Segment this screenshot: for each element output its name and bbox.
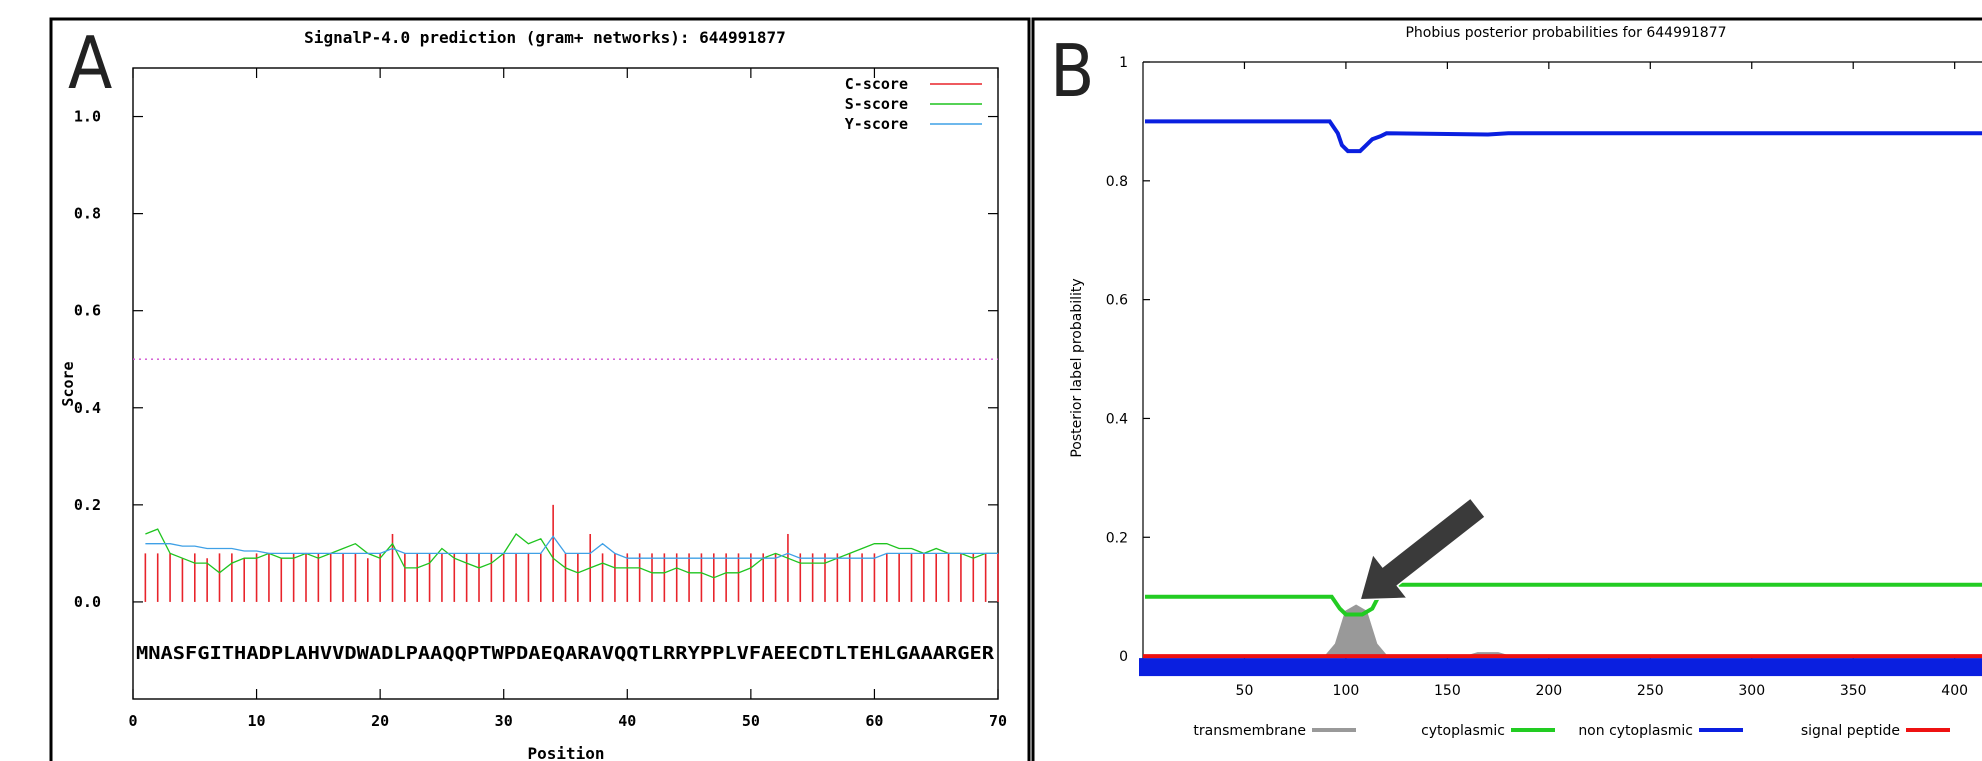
chart-a-sequence: MNASFGITHADPLAHVVDWADLPAAQQPTWPDAEQARAVQ… xyxy=(136,644,995,664)
chart-a-y-tick-label: 0.8 xyxy=(74,205,101,223)
chart-a-x-tick-label: 60 xyxy=(865,712,883,730)
panel-a-frame xyxy=(49,17,1031,761)
chart-b-y-tick-label: 0.6 xyxy=(1106,293,1128,309)
chart-b-transmembrane-area xyxy=(1323,604,1509,658)
chart-a-x-tick-label: 20 xyxy=(371,712,389,730)
chart-a-s-score-line xyxy=(145,528,998,579)
chart-b-x-tick-label: 300 xyxy=(1738,683,1765,699)
chart-b-title: Phobius posterior probabilities for 6449… xyxy=(1405,25,1726,41)
chart-a-x-tick-label: 30 xyxy=(495,712,513,730)
chart-b-y-tick-label: 0 xyxy=(1119,649,1128,665)
chart-b-legend-label: signal peptide xyxy=(1801,723,1900,739)
chart-a-x-tick-label: 40 xyxy=(618,712,636,730)
panel-a: A SignalP-4.0 prediction (gram+ networks… xyxy=(49,17,1031,761)
chart-a-title: SignalP-4.0 prediction (gram+ networks):… xyxy=(304,28,786,47)
chart-a-y-tick-label: 0.6 xyxy=(74,302,101,320)
chart-b-x-tick-label: 150 xyxy=(1434,683,1461,699)
chart-a-y-tick-label: 0.4 xyxy=(74,399,101,417)
chart-b-legend: transmembrane cytoplasmic non cytoplasmic s… xyxy=(1193,723,1950,739)
chart-b-y-tick-label: 0.8 xyxy=(1106,174,1128,190)
chart-a-x-axis: 0 10 20 30 40 50 60 70 xyxy=(128,68,1007,730)
chart-a-x-tick-label: 70 xyxy=(989,712,1007,730)
chart-b-x-tick-label: 350 xyxy=(1840,683,1867,699)
chart-b-y-label: Posterior label probability xyxy=(1069,278,1085,457)
chart-b-arrow-annotation xyxy=(1359,497,1487,601)
chart-a-x-tick-label: 50 xyxy=(742,712,760,730)
chart-a-y-label: Score xyxy=(59,361,77,406)
panel-b: B Phobius posterior probabilities for 64… xyxy=(1031,17,1982,761)
chart-b-x-tick-label: 250 xyxy=(1637,683,1664,699)
panel-b-frame xyxy=(1031,17,1982,761)
chart-b-x-tick-label: 100 xyxy=(1333,683,1360,699)
chart-a-y-score-line xyxy=(145,535,998,559)
chart-a-y-tick-label: 0.0 xyxy=(74,593,101,611)
chart-a-legend-label: C-score xyxy=(845,75,908,93)
chart-a-legend-label: S-score xyxy=(845,95,908,113)
chart-b-legend-label: non cytoplasmic xyxy=(1578,723,1693,739)
chart-b-y-tick-label: 1 xyxy=(1119,55,1128,71)
chart-a-x-tick-label: 0 xyxy=(128,712,137,730)
panel-a-letter: A xyxy=(68,21,112,105)
chart-b-x-tick-label: 200 xyxy=(1535,683,1562,699)
chart-b-x-axis: 5010015020025030035040045 xyxy=(1236,62,1968,699)
chart-b-y-axis: 0 0.2 0.4 0.6 0.8 1 xyxy=(1106,55,1150,665)
chart-b-y-tick-label: 0.2 xyxy=(1106,530,1128,546)
chart-b-legend-label: transmembrane xyxy=(1193,723,1306,739)
chart-b-non-cytoplasmic-line xyxy=(1145,119,1982,154)
chart-a-x-tick-label: 10 xyxy=(248,712,266,730)
chart-b-non-cytoplasmic-baseline xyxy=(1139,658,1982,677)
chart-b-x-tick-label: 50 xyxy=(1236,683,1254,699)
chart-b-y-tick-label: 0.4 xyxy=(1106,411,1128,427)
chart-b-arrow xyxy=(1359,497,1487,601)
chart-b-legend-label: cytoplasmic xyxy=(1421,723,1505,739)
chart-b-x-tick-label: 400 xyxy=(1941,683,1968,699)
chart-a-y-tick-label: 1.0 xyxy=(74,108,101,126)
panel-b-letter: B xyxy=(1050,29,1094,113)
chart-a-y-tick-label: 0.2 xyxy=(74,496,101,514)
chart-a-legend: C-score S-score Y-score xyxy=(845,75,982,133)
chart-a-y-axis: 0.0 0.2 0.4 0.6 0.8 1.0 xyxy=(74,108,998,611)
chart-a-legend-label: Y-score xyxy=(845,115,908,133)
chart-a-plot-frame xyxy=(132,67,999,700)
chart-a-x-label: Position xyxy=(527,744,604,761)
chart-a-c-score-stems xyxy=(144,504,999,602)
